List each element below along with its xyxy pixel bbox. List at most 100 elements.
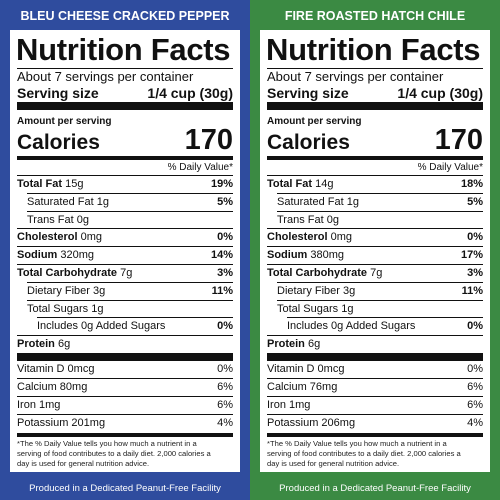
nutrient-name: Potassium	[17, 417, 69, 429]
nutrient-amount: 1g	[96, 195, 109, 208]
nutrient-amount: 7g	[370, 267, 383, 279]
nutrient-row: Saturated Fat 1g	[277, 195, 359, 208]
footnote-line: day is used for general nutrition advice…	[267, 459, 400, 468]
nutrient-amount: 201mg	[71, 417, 106, 429]
serving-size-label: Serving size	[17, 85, 99, 101]
rule	[267, 353, 483, 360]
calories-value: 170	[434, 124, 483, 156]
rule	[17, 175, 233, 176]
rule	[17, 228, 233, 230]
rule	[267, 102, 483, 110]
footnote-line: serving of food contributes to a daily d…	[17, 449, 211, 458]
nutrient-row: Dietary Fiber 3g	[277, 284, 355, 297]
calories-label: Calories	[17, 131, 100, 154]
nutrient-name: Calcium	[17, 381, 57, 393]
nutrient-name: Total Fat	[267, 178, 313, 190]
nutrient-row: Sodium 380mg	[267, 250, 344, 261]
footnote-line: serving of food contributes to a daily d…	[267, 449, 461, 458]
nutrient-name: Sodium	[17, 249, 58, 262]
nutrient-name: Protein	[17, 338, 55, 351]
nutrient-row: Total Fat 15g	[17, 179, 83, 190]
nutrient-name: Saturated Fat	[277, 195, 344, 208]
nutrient-amount: 1mg	[289, 399, 311, 411]
servings: About 7 servings per container	[17, 69, 194, 84]
serving-size-label: Serving size	[267, 85, 349, 101]
rule	[267, 246, 483, 248]
nutrient-name: Vitamin D	[17, 363, 65, 375]
nutrient-row: Cholesterol 0mg	[17, 232, 102, 243]
calories-label: Calories	[267, 131, 350, 154]
nutrient-name: Vitamin D	[267, 363, 315, 375]
daily-value: 6%	[467, 399, 483, 411]
nutrient-amount: 1g	[91, 302, 104, 315]
daily-value: 6%	[217, 381, 233, 393]
rule	[267, 396, 483, 397]
footnote-line: day is used for general nutrition advice…	[17, 459, 150, 468]
nutrient-name: Total Carbohydrate	[17, 267, 118, 279]
nutrient-name: Cholesterol	[267, 231, 328, 244]
rule	[17, 414, 233, 415]
nutrient-row: Dietary Fiber 3g	[27, 284, 106, 297]
daily-value: 0%	[467, 363, 483, 375]
nutrient-name: Total Sugars	[27, 302, 89, 315]
rule	[267, 335, 483, 337]
nutrient-row: Protein 6g	[17, 339, 70, 350]
nutrient-name: Total Fat	[17, 178, 63, 190]
rule	[17, 353, 233, 360]
title: Nutrition Facts	[16, 32, 231, 67]
nutrient-amount: 6g	[57, 338, 71, 351]
daily-value-header: % Daily Value*	[167, 162, 233, 173]
rule	[17, 396, 233, 397]
nutrient-row: Calcium 76mg	[267, 382, 337, 393]
nutrient-amount: 1g	[341, 302, 354, 315]
rule	[267, 228, 483, 230]
daily-value: 4%	[217, 417, 233, 429]
nutrient-amount: 15g	[65, 178, 84, 190]
daily-value: 17%	[460, 249, 483, 262]
rule	[267, 360, 483, 361]
rule	[17, 68, 233, 69]
daily-value: 0%	[217, 363, 233, 375]
nutrient-name: Dietary Fiber	[277, 284, 340, 297]
rule	[17, 264, 233, 265]
footer: Produced in a Dedicated Peanut-Free Faci…	[279, 483, 471, 494]
nutrient-amount: 0g	[326, 213, 339, 226]
rule	[277, 281, 483, 283]
nutrient-amount: 76mg	[309, 381, 338, 393]
nutrient-row: Potassium 206mg	[267, 418, 355, 429]
nutrient-amount: 14g	[315, 178, 334, 190]
nutrient-name: Potassium	[267, 417, 319, 429]
daily-value: 0%	[217, 231, 233, 244]
rule	[277, 299, 483, 301]
nutrient-row: Iron 1mg	[17, 400, 60, 411]
rule	[17, 156, 233, 160]
nutrient-row: Potassium 201mg	[17, 418, 105, 429]
amount-per-serving: Amount per serving	[17, 116, 112, 127]
nutrient-amount: 320mg	[60, 249, 95, 262]
footnote-line: *The % Daily Value tells you how much a …	[17, 439, 197, 448]
nutrient-amount: 3g	[93, 284, 106, 297]
rule	[27, 192, 233, 194]
nutrient-name: Cholesterol	[17, 231, 78, 244]
rule	[17, 335, 233, 337]
nutrient-amount: 0g	[76, 213, 89, 226]
daily-value: 6%	[217, 399, 233, 411]
nutrient-amount: 0mg	[330, 231, 352, 244]
rule	[27, 210, 233, 212]
nutrient-name: Sodium	[267, 249, 308, 262]
footer: Produced in a Dedicated Peanut-Free Faci…	[29, 483, 221, 494]
nutrient-row: Protein 6g	[267, 339, 320, 350]
rule	[27, 281, 233, 283]
nutrient-row: Sodium 320mg	[17, 250, 94, 261]
nutrient-row: Trans Fat 0g	[27, 213, 89, 226]
nutrient-name: Total Carbohydrate	[267, 267, 368, 279]
daily-value: 5%	[467, 195, 483, 208]
amount-per-serving: Amount per serving	[267, 116, 362, 127]
title: Nutrition Facts	[266, 32, 481, 67]
nutrient-row: Includes 0g Added Sugars	[287, 321, 415, 332]
nutrient-name: Iron	[17, 399, 36, 411]
footnote-line: *The % Daily Value tells you how much a …	[267, 439, 447, 448]
nutrient-amount: 0mg	[80, 231, 102, 244]
nutrient-amount: 80mg	[59, 381, 88, 393]
